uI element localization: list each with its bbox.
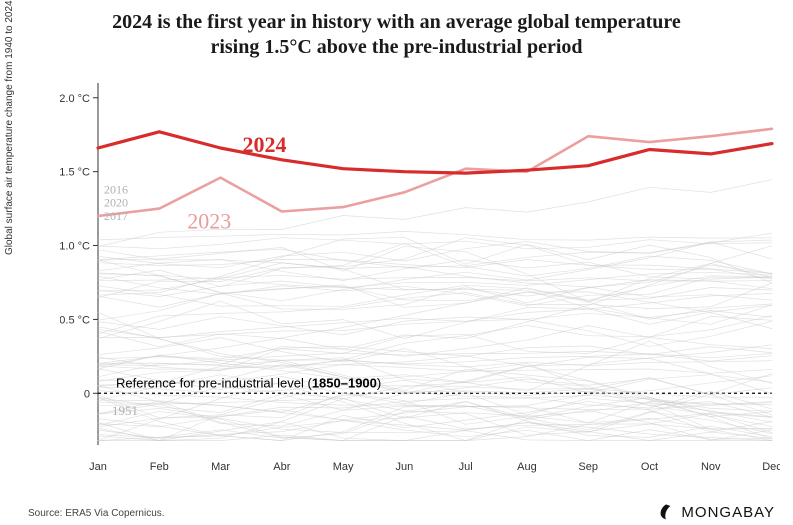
chart-title: 2024 is the first year in history with a…	[40, 10, 753, 60]
label-2024: 2024	[243, 132, 287, 157]
chart-svg: 0 0.5 °C 1.0 °C 1.5 °C 2.0 °C Jan Feb Mar Abr May…	[60, 75, 780, 485]
x-tick-label: Abr	[273, 461, 290, 473]
label-2020: 2020	[104, 196, 128, 210]
brand: MONGABAY	[657, 503, 775, 521]
label-1951: 1951	[112, 403, 138, 418]
x-tick-label: May	[333, 461, 354, 473]
x-tick-label: Oct	[641, 461, 658, 473]
label-2016: 2016	[104, 182, 128, 196]
historical-year-line	[98, 238, 772, 249]
historical-year-line	[98, 242, 772, 268]
series-2024	[98, 132, 772, 173]
x-tick-label: Dec	[762, 461, 780, 473]
source-text: Source: ERA5 Via Copernicus.	[28, 508, 165, 519]
x-tick-label: Aug	[517, 461, 537, 473]
y-tick-label: 1.0 °C	[60, 241, 90, 253]
y-axis-label: Global surface air temperature change fr…	[4, 0, 15, 255]
x-tick-label: Jun	[395, 461, 413, 473]
label-2017: 2017	[104, 209, 128, 223]
x-tick-label: Mar	[211, 461, 230, 473]
leaf-icon	[657, 503, 675, 521]
x-tick-label: Jan	[89, 461, 107, 473]
reference-label: Reference for pre-industrial level (1850…	[116, 375, 381, 390]
y-tick-label: 0	[84, 388, 90, 400]
y-tick-label: 0.5 °C	[60, 314, 90, 326]
historical-year-line	[98, 317, 772, 347]
title-line-2: rising 1.5°C above the pre-industrial pe…	[210, 36, 582, 58]
historical-year-line	[98, 286, 772, 328]
title-line-1: 2024 is the first year in history with a…	[112, 11, 681, 33]
y-tick-label: 1.5 °C	[60, 167, 90, 179]
y-tick-label: 2.0 °C	[60, 93, 90, 105]
x-tick-label: Feb	[150, 461, 169, 473]
historical-year-line	[98, 360, 772, 367]
page: 2024 is the first year in history with a…	[0, 0, 793, 525]
historical-year-line	[98, 233, 772, 267]
label-2023: 2023	[187, 209, 231, 234]
x-tick-label: Jul	[459, 461, 473, 473]
historical-year-line	[98, 316, 772, 383]
x-tick-label: Nov	[701, 461, 721, 473]
x-tick-label: Sep	[578, 461, 598, 473]
brand-text: MONGABAY	[681, 504, 775, 521]
